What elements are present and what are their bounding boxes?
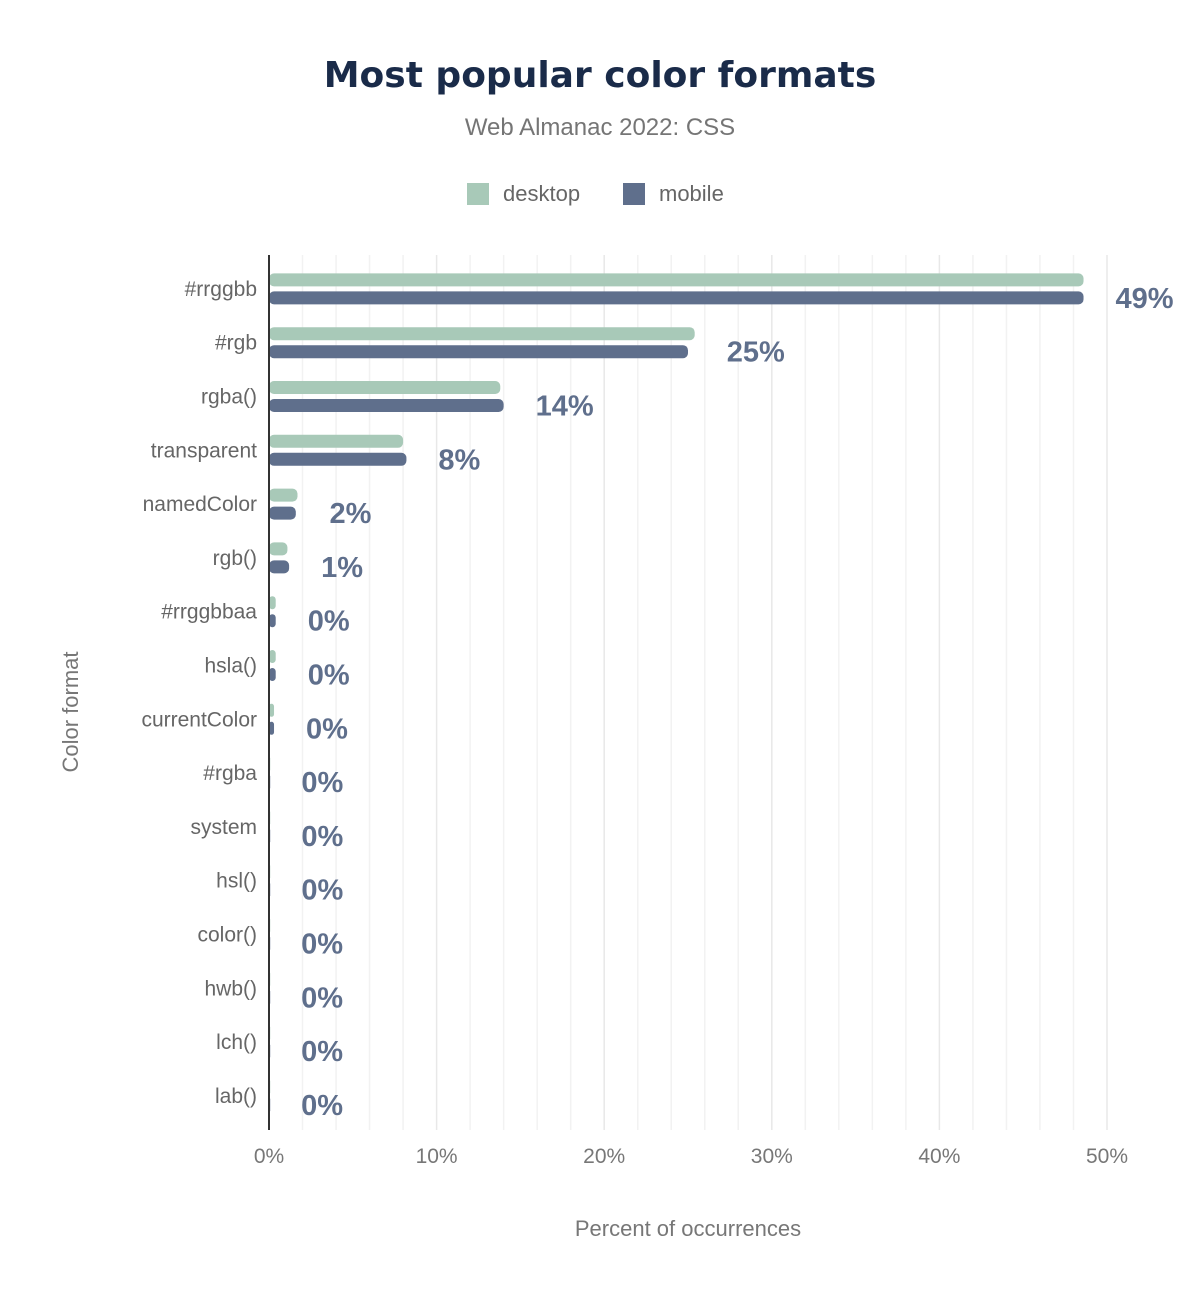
bar-mobile (269, 614, 276, 628)
y-tick-label: color() (197, 924, 257, 947)
y-tick-label: lab() (215, 1085, 257, 1108)
data-label: 49% (1116, 283, 1174, 315)
bar-mobile (269, 399, 504, 412)
y-tick-label: #rrggbbaa (161, 601, 257, 624)
bar-desktop (269, 273, 1084, 287)
bar-desktop (269, 542, 288, 556)
y-tick-label: system (190, 816, 257, 839)
y-tick-label: #rgba (203, 762, 257, 785)
data-label: 14% (536, 391, 594, 423)
data-label: 0% (301, 875, 343, 907)
data-label: 0% (308, 660, 350, 692)
bar-desktop (269, 434, 404, 448)
data-label: 0% (301, 821, 343, 853)
y-tick-label: currentColor (141, 708, 257, 731)
bar-mobile (269, 506, 296, 520)
legend-swatch-desktop (467, 183, 489, 205)
data-label: 0% (301, 767, 343, 799)
chart-subtitle: Web Almanac 2022: CSS (464, 114, 736, 141)
legend-mobile[interactable]: mobile (623, 181, 724, 207)
y-tick-label: hsla() (204, 655, 257, 678)
data-label: 8% (438, 444, 480, 476)
chart-title: Most popular color formats (323, 55, 877, 96)
bar-desktop (269, 650, 276, 663)
y-axis-title: Color format (58, 651, 83, 772)
legend-desktop[interactable]: desktop (467, 181, 580, 207)
data-label: 0% (301, 982, 343, 1014)
data-label: 0% (301, 929, 343, 961)
bar-mobile (269, 668, 276, 681)
bar-desktop (269, 596, 276, 610)
bar-mobile (269, 452, 407, 466)
y-tick-label: lch() (216, 1031, 257, 1054)
x-tick-label: 30% (751, 1145, 793, 1168)
data-label: 0% (301, 1090, 343, 1122)
data-label: 0% (306, 713, 348, 745)
legend-label-mobile: mobile (659, 181, 724, 206)
y-tick-label: transparent (151, 439, 257, 462)
x-tick-label: 40% (918, 1145, 960, 1168)
data-label: 0% (308, 606, 350, 638)
bar-mobile (269, 345, 688, 359)
y-tick-label: rgb() (213, 547, 257, 570)
bar-desktop (269, 703, 275, 717)
data-label: 25% (727, 337, 785, 369)
x-tick-label: 10% (416, 1145, 458, 1168)
bar-mobile (269, 291, 1084, 305)
data-label: 0% (301, 1036, 343, 1068)
x-tick-label: 20% (583, 1145, 625, 1168)
data-label: 2% (329, 498, 371, 530)
y-tick-label: #rgb (215, 332, 257, 355)
bar-desktop (269, 327, 695, 341)
y-tick-label: #rrggbb (185, 278, 257, 301)
data-label: 1% (321, 552, 363, 584)
bar-desktop (269, 488, 298, 502)
y-tick-label: hsl() (216, 870, 257, 893)
x-tick-label: 0% (254, 1145, 284, 1168)
legend-swatch-mobile (623, 183, 645, 205)
legend-label-desktop: desktop (503, 181, 581, 206)
x-axis-title: Percent of occurrences (575, 1216, 801, 1241)
y-tick-label: rgba() (201, 386, 257, 409)
y-tick-label: namedColor (143, 493, 257, 516)
bar-desktop (269, 381, 501, 394)
x-tick-label: 50% (1086, 1145, 1128, 1168)
bar-mobile (269, 721, 275, 735)
bar-mobile (269, 560, 290, 574)
y-tick-label: hwb() (204, 977, 257, 1000)
